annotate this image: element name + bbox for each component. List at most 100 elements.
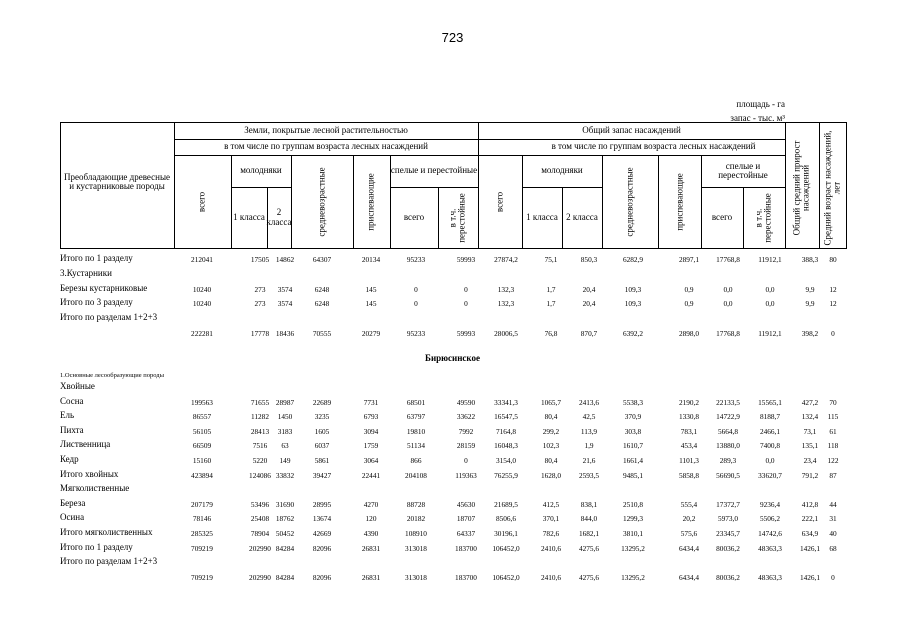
cell-value: 1,7 bbox=[546, 299, 556, 309]
row-label: Береза bbox=[60, 497, 86, 508]
cell-value: 13295,2 bbox=[621, 543, 645, 553]
row-label: Березы кустарниковые bbox=[60, 282, 148, 293]
cell-value: 2593,5 bbox=[578, 470, 600, 480]
cell-value: 88728 bbox=[406, 499, 426, 509]
cell-value: 14862 bbox=[275, 255, 295, 264]
cell-value: 222,1 bbox=[801, 514, 819, 524]
table-row: Осина 78146 25408 18762 13674 120 20182 18707 85… bbox=[60, 512, 850, 526]
cell-value: 64337 bbox=[456, 529, 476, 538]
cell-value: 0,9 bbox=[684, 284, 694, 294]
row-label: Итого мягколиственных bbox=[60, 527, 153, 537]
cell-value: 149 bbox=[279, 456, 291, 465]
cell-value: 135,1 bbox=[801, 441, 819, 451]
table-row: Итого мягколиственных 285325 78904 50452 426… bbox=[60, 527, 850, 541]
cell-value: 108910 bbox=[405, 529, 427, 538]
table-row: Лиственница 66509 7516 63 6037 1759 51134 28159… bbox=[60, 439, 850, 453]
header-stock-class2: 2 класса bbox=[566, 211, 598, 222]
row-label: Итого по 3 разделу bbox=[60, 297, 133, 308]
cell-value: 412,5 bbox=[542, 499, 560, 509]
cell-value: 1605 bbox=[314, 426, 330, 436]
cell-value: 5506,2 bbox=[759, 514, 781, 524]
cell-value: 9,9 bbox=[805, 299, 815, 309]
cell-value: 4275,6 bbox=[578, 572, 600, 582]
cell-value: 634,9 bbox=[801, 529, 819, 538]
cell-value: 5973,0 bbox=[717, 514, 739, 524]
cell-value: 1610,7 bbox=[622, 441, 644, 451]
cell-value: 23,4 bbox=[803, 456, 817, 465]
cell-value: 709219 bbox=[191, 543, 213, 553]
cell-value: 1299,3 bbox=[622, 514, 644, 524]
cell-value: 118 bbox=[827, 441, 839, 451]
cell-value: 56105 bbox=[192, 426, 212, 436]
cell-value: 1628,0 bbox=[540, 470, 562, 480]
cell-value: 1,9 bbox=[584, 441, 594, 451]
cell-value: 33622 bbox=[456, 412, 476, 422]
header-land-total: всего bbox=[196, 191, 207, 213]
cell-value: 4390 bbox=[363, 529, 379, 538]
cell-value: 2466,1 bbox=[759, 426, 781, 436]
cell-value: 66509 bbox=[192, 441, 212, 451]
cell-value: 0,0 bbox=[765, 299, 775, 309]
cell-value: 10240 bbox=[192, 284, 212, 294]
table-row: Хвойные bbox=[60, 381, 850, 395]
cell-value: 28159 bbox=[456, 441, 476, 451]
cell-value: 39427 bbox=[312, 470, 332, 480]
cell-value: 50452 bbox=[275, 529, 295, 538]
cell-value: 844,0 bbox=[580, 514, 598, 524]
cell-value: 398,2 bbox=[801, 329, 819, 338]
header-stock-overmature: в т.ч. перестойные bbox=[753, 193, 773, 243]
header-stock-group: Общий запас насаждений bbox=[582, 124, 681, 135]
cell-value: 28987 bbox=[275, 397, 295, 407]
cell-value: 44 bbox=[829, 499, 837, 509]
cell-value: 70555 bbox=[312, 329, 332, 338]
cell-value: 132,4 bbox=[801, 412, 819, 422]
cell-value: 11282 bbox=[251, 412, 269, 422]
cell-value: 3574 bbox=[277, 299, 293, 309]
cell-value: 3235 bbox=[314, 412, 330, 422]
cell-value: 7516 bbox=[252, 441, 268, 451]
cell-value: 9485,1 bbox=[622, 470, 644, 480]
cell-value: 3574 bbox=[277, 284, 293, 294]
cell-value: 0 bbox=[414, 299, 418, 309]
cell-value: 0,0 bbox=[723, 284, 733, 294]
cell-value: 106452,0 bbox=[492, 543, 520, 553]
cell-value: 273 bbox=[254, 299, 266, 309]
header-avg-growth: Общий средний прирост насаждений bbox=[791, 140, 811, 236]
cell-value: 453,4 bbox=[680, 441, 698, 451]
cell-value: 84284 bbox=[275, 543, 295, 553]
header-stock-age-groups: в том числе по группам возраста лесных н… bbox=[551, 141, 756, 152]
cell-value: 68 bbox=[829, 543, 837, 553]
page-number: 723 bbox=[441, 30, 464, 45]
cell-value: 86557 bbox=[192, 412, 212, 422]
cell-value: 3810,1 bbox=[622, 529, 644, 538]
table-row: Береза 207179 53496 31690 28995 4270 88728 4563… bbox=[60, 498, 850, 512]
cell-value: 17768,8 bbox=[716, 255, 740, 264]
cell-value: 33341,3 bbox=[494, 397, 518, 407]
cell-value: 13295,2 bbox=[621, 572, 645, 582]
cell-value: 2410,6 bbox=[540, 543, 562, 553]
cell-value: 21,6 bbox=[582, 456, 596, 465]
cell-value: 49590 bbox=[456, 397, 476, 407]
cell-value: 18436 bbox=[275, 329, 295, 338]
cell-value: 20279 bbox=[361, 329, 381, 338]
cell-value: 2190,2 bbox=[678, 397, 700, 407]
cell-value: 289,3 bbox=[719, 456, 737, 465]
cell-value: 0 bbox=[464, 299, 468, 309]
cell-value: 33832 bbox=[275, 470, 295, 480]
cell-value: 0 bbox=[831, 329, 835, 338]
cell-value: 6037 bbox=[314, 441, 330, 451]
table-header: Преобладающие древесные и кустарниковые … bbox=[60, 122, 847, 249]
cell-value: 21689,5 bbox=[494, 499, 518, 509]
header-avg-age: Средний возраст насаждений, лет bbox=[822, 130, 842, 246]
header-land-mature: спелые и перестойные bbox=[390, 165, 478, 176]
cell-value: 6282,9 bbox=[622, 255, 644, 264]
header-stock-mature: спелые и перестойные bbox=[718, 160, 768, 180]
cell-value: 10240 bbox=[192, 299, 212, 309]
cell-value: 5858,8 bbox=[678, 470, 700, 480]
cell-value: 7400,8 bbox=[759, 441, 781, 451]
cell-value: 22441 bbox=[361, 470, 381, 480]
cell-value: 709219 bbox=[191, 572, 213, 582]
section-title: Бирюсинское bbox=[425, 353, 480, 363]
cell-value: 1426,1 bbox=[799, 572, 821, 582]
cell-value: 42,5 bbox=[582, 412, 596, 422]
